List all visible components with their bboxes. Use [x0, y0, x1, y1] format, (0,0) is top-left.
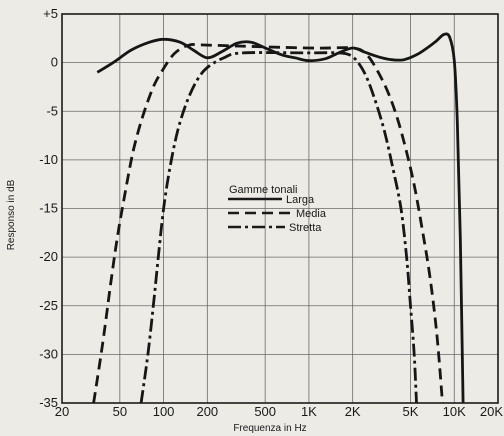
x-tick-label: 5K [403, 404, 419, 419]
y-tick-label: -20 [39, 249, 58, 264]
y-tick-label: -15 [39, 201, 58, 216]
y-tick-label: -35 [39, 395, 58, 410]
x-tick-label: 100 [153, 404, 175, 419]
grid [61, 13, 499, 404]
series-larga [96, 32, 465, 404]
x-tick-label: 2K [345, 404, 361, 419]
y-tick-label: -25 [39, 298, 58, 313]
plot-frame [61, 13, 499, 404]
series-media [92, 42, 444, 404]
y-axis-label: Responso in dB [6, 179, 17, 250]
x-tick-label: 10K [443, 404, 466, 419]
legend: Gamme tonali Larga Media Stretta [228, 184, 327, 234]
y-tick-label: -5 [46, 103, 58, 118]
legend-label-stretta: Stretta [289, 222, 322, 234]
x-tick-label: 50 [113, 404, 127, 419]
y-tick-label: -10 [39, 152, 58, 167]
y-tick-label: +5 [43, 6, 58, 21]
x-tick-label: 1K [301, 404, 317, 419]
series-stretta [139, 51, 418, 404]
series-lines [92, 32, 465, 404]
legend-label-larga: Larga [286, 194, 315, 206]
x-tick-label: 500 [254, 404, 276, 419]
tick-labels: 20 50 100 200 500 1K 2K 5K 10K 20K +5 0 -5 -10 -15 -20 -… [39, 6, 503, 419]
legend-title: Gamme tonali [229, 184, 297, 196]
x-axis-label: Frequenza in Hz [233, 423, 306, 434]
legend-label-media: Media [296, 208, 327, 220]
y-tick-label: 0 [51, 55, 58, 70]
x-tick-label: 200 [196, 404, 218, 419]
x-tick-label: 20 [55, 404, 69, 419]
y-tick-label: -30 [39, 346, 58, 361]
x-tick-label: 20K [480, 404, 503, 419]
